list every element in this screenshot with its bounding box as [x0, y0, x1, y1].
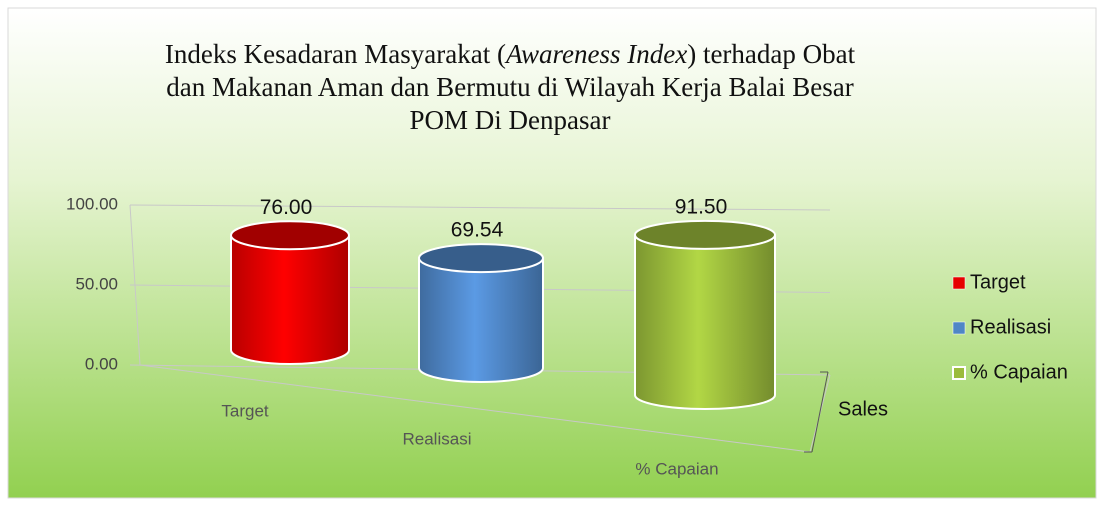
- x-tick-label: % Capaian: [635, 459, 718, 478]
- cylinder-body: [230, 234, 350, 365]
- legend-label: Realisasi: [970, 316, 1051, 338]
- cylinder-body: [418, 257, 544, 383]
- cylinder-body: [634, 233, 776, 410]
- depth-label: Sales: [838, 398, 888, 420]
- title-part: Indeks Kesadaran Masyarakat (: [164, 39, 506, 69]
- cylinder-top: [634, 219, 776, 250]
- background: [7, 7, 1097, 499]
- title-part: Awareness Index: [505, 39, 688, 69]
- legend-swatch: [952, 366, 966, 380]
- cylinder-top: [230, 220, 350, 251]
- legend-swatch: [952, 321, 966, 335]
- value-label: 69.54: [451, 219, 504, 242]
- legend-label: % Capaian: [970, 361, 1068, 383]
- y-tick-label: 100.00: [66, 194, 118, 213]
- floor-edge: [139, 364, 811, 453]
- x-tick-label: Realisasi: [403, 429, 472, 448]
- y-tick-label: 50.00: [75, 274, 118, 293]
- legend-swatch: [952, 276, 966, 290]
- x-tick-label: Target: [221, 401, 269, 420]
- title-part: ) terhadap Obat dan Makanan Aman dan Ber…: [166, 39, 856, 135]
- y-tick-label: 0.00: [85, 354, 118, 373]
- depth-axis: [811, 371, 829, 453]
- grid-line: [129, 204, 831, 211]
- cylinder-top: [418, 243, 544, 274]
- legend-label: Target: [970, 271, 1026, 293]
- chart-title: Indeks Kesadaran Masyarakat (Awareness I…: [160, 38, 860, 137]
- value-label: 76.00: [260, 196, 313, 219]
- value-label: 91.50: [675, 195, 728, 218]
